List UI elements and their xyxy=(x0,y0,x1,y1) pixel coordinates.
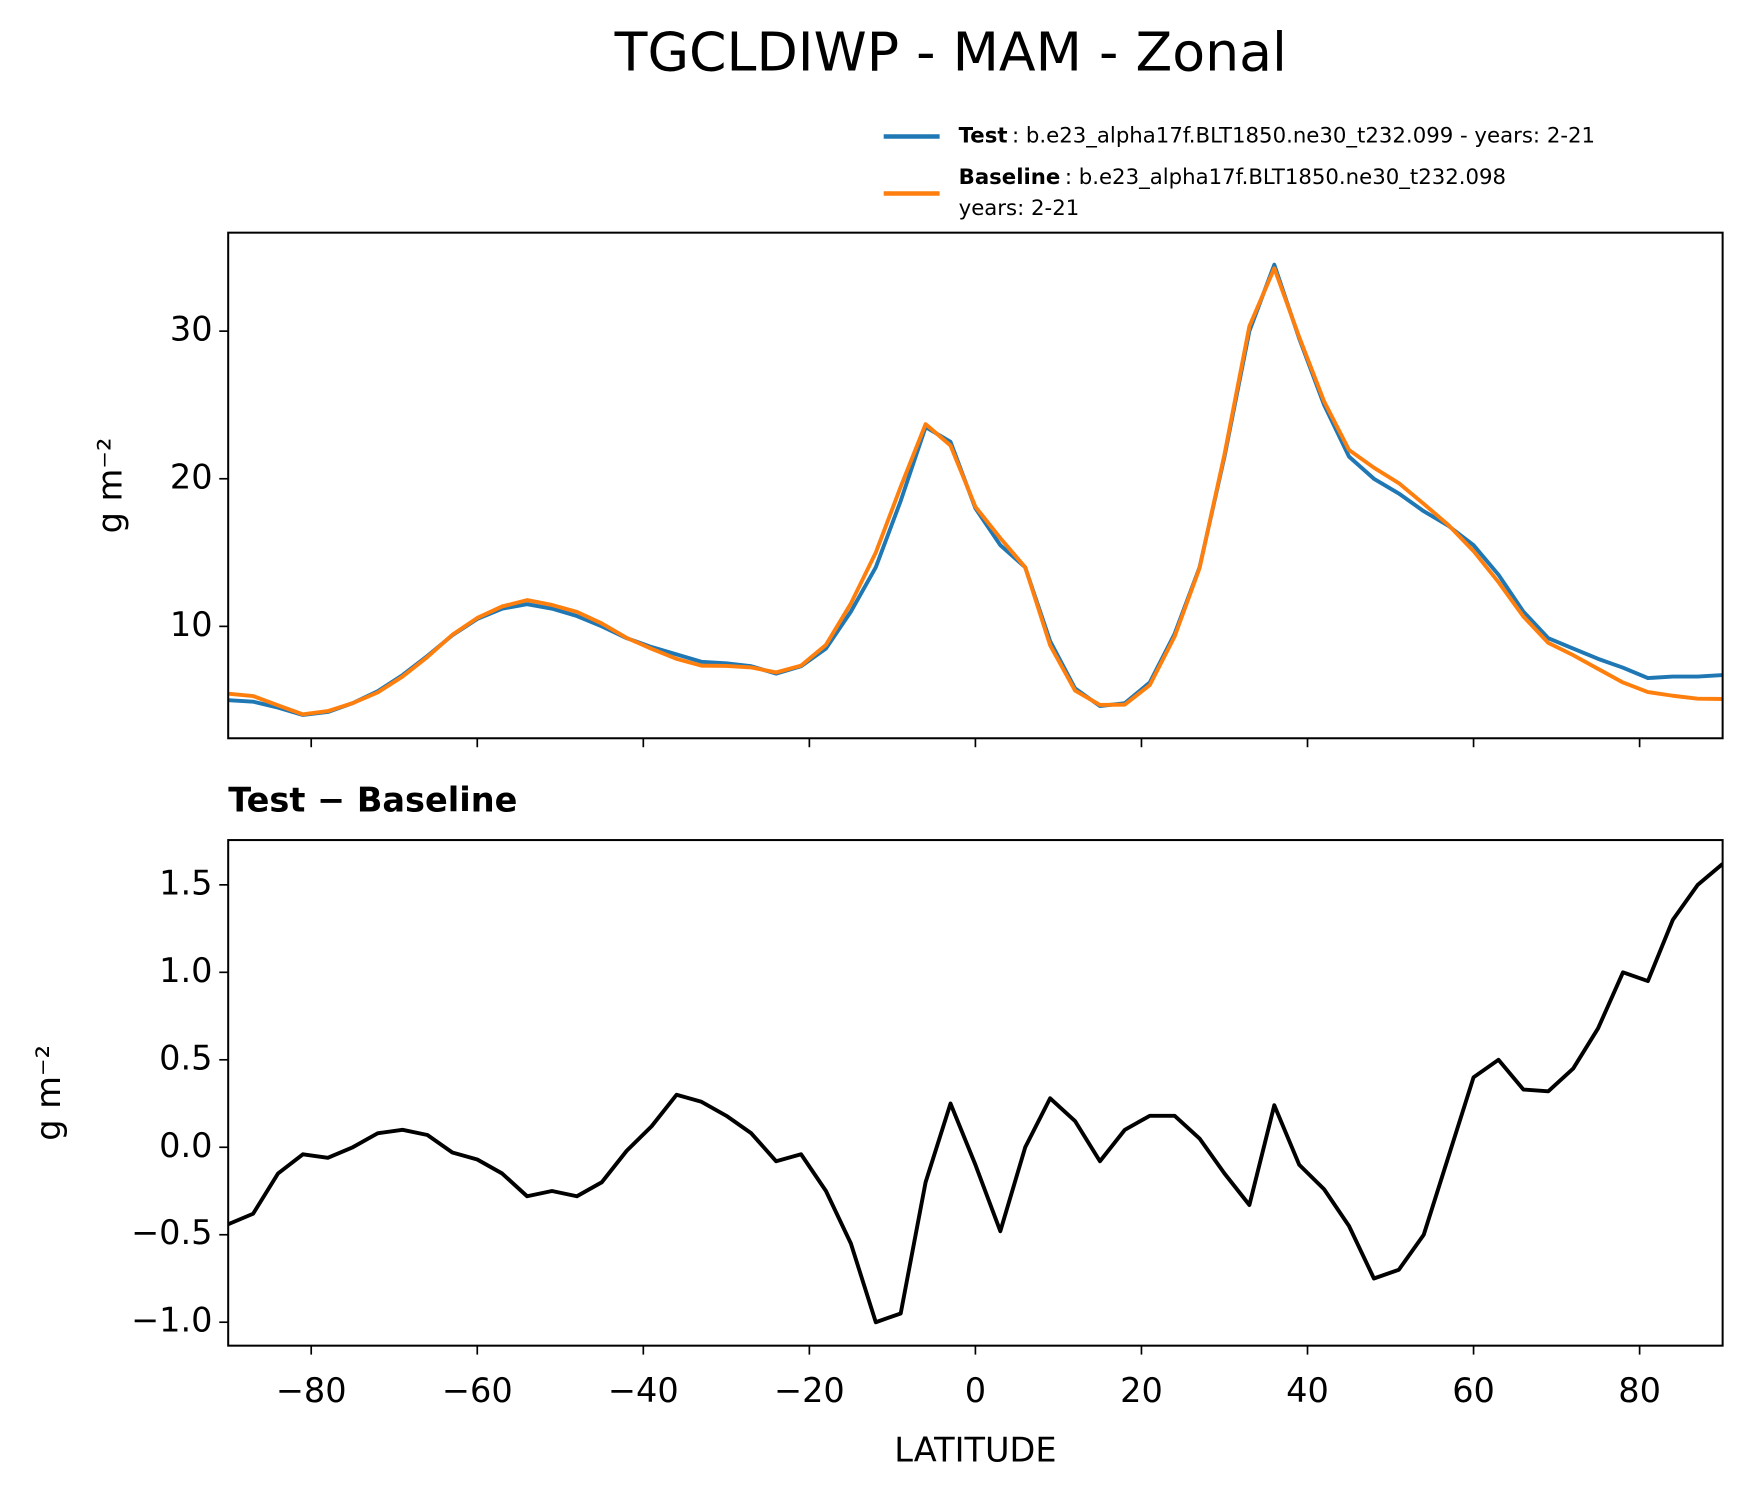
legend-name: Test xyxy=(959,123,1008,148)
y-tick-label: 0.5 xyxy=(159,1038,212,1077)
plot-area xyxy=(228,862,1723,1325)
legend-label: years: 2-21 xyxy=(959,196,1080,221)
y-axis-label: g m⁻² xyxy=(29,1045,68,1141)
axes-title: Test − Baseline xyxy=(228,781,517,820)
plot-area xyxy=(228,262,1723,717)
y-tick-label: 20 xyxy=(170,457,213,496)
x-tick-label: −20 xyxy=(774,1371,845,1410)
legend-label: : b.e23_alpha17f.BLT1850.ne30_t232.099 -… xyxy=(1012,123,1595,148)
y-axis-label: g m⁻² xyxy=(90,438,129,534)
x-tick-label: 40 xyxy=(1286,1371,1329,1410)
legend-label: : b.e23_alpha17f.BLT1850.ne30_t232.098 xyxy=(1065,165,1506,190)
x-tick-label: 60 xyxy=(1452,1371,1495,1410)
y-tick-label: 0.0 xyxy=(159,1126,212,1165)
y-tick-label: 10 xyxy=(170,605,213,644)
legend-entry: Baseline: b.e23_alpha17f.BLT1850.ne30_t2… xyxy=(959,165,1506,190)
legend-entry: Test: b.e23_alpha17f.BLT1850.ne30_t232.0… xyxy=(959,123,1595,148)
y-tick-label: 1.5 xyxy=(159,863,212,902)
x-axis-label: LATITUDE xyxy=(894,1430,1056,1469)
x-tick-label: 0 xyxy=(965,1371,986,1410)
x-tick-label: −40 xyxy=(608,1371,679,1410)
data-line xyxy=(228,862,1723,1325)
legend-name: Baseline xyxy=(959,165,1061,190)
x-tick-label: 20 xyxy=(1120,1371,1163,1410)
data-line xyxy=(228,262,1723,717)
y-tick-label: −1.0 xyxy=(131,1301,212,1340)
axes-frame xyxy=(227,839,1724,1347)
y-tick-label: −0.5 xyxy=(131,1213,212,1252)
x-tick-label: 80 xyxy=(1618,1371,1661,1410)
y-tick-label: 1.0 xyxy=(159,951,212,990)
figure-title: TGCLDIWP - MAM - Zonal xyxy=(614,21,1287,84)
y-tick-label: 30 xyxy=(170,310,213,349)
x-tick-label: −80 xyxy=(276,1371,347,1410)
axes-frame xyxy=(227,231,1724,740)
data-line xyxy=(228,266,1723,717)
x-tick-label: −60 xyxy=(442,1371,513,1410)
